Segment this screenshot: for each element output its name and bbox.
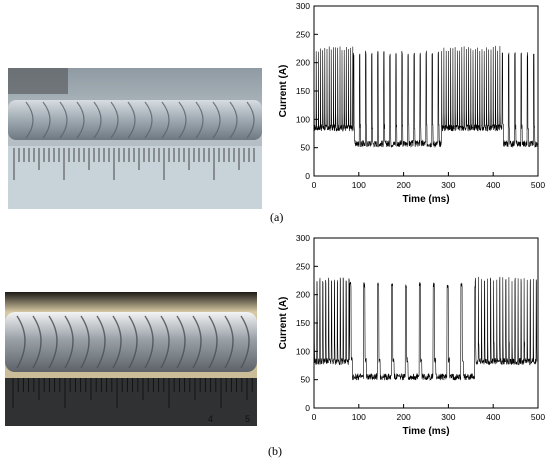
panel-label-a: (a) — [270, 210, 284, 224]
panel-label-b: (b) — [268, 444, 282, 458]
y-tick-label: 0 — [305, 403, 310, 413]
x-tick-label: 300 — [441, 412, 455, 422]
current-chart-b: 0 100 200 300 400 500 0 50 100 150 200 250 300 Time (… — [262, 232, 550, 447]
y-axis-label: Current (A) — [278, 297, 289, 350]
x-tick-label: 500 — [531, 412, 545, 422]
weld-ripple — [176, 315, 186, 369]
x-tick-label: 300 — [441, 180, 455, 190]
weld-ripple — [76, 101, 85, 139]
weld-ripple — [127, 101, 136, 139]
y-tick-label: 250 — [296, 261, 310, 271]
weld-ripple — [178, 101, 187, 139]
weld-ripple — [59, 101, 68, 139]
y-tick-label: 200 — [296, 58, 310, 68]
chart-a-svg: 0 100 200 300 400 500 0 50 100 150 200 250 300 Time (… — [278, 1, 545, 205]
chart-b-svg: 0 100 200 300 400 500 0 50 100 150 200 250 300 Time (… — [278, 233, 545, 437]
weld-ripple — [161, 101, 170, 139]
x-tick-label: 100 — [352, 180, 366, 190]
weld-ripple — [212, 101, 221, 139]
x-tick-label: 400 — [486, 180, 500, 190]
y-tick-label: 200 — [296, 290, 310, 300]
weld-ripple — [42, 101, 51, 139]
weld-ripple — [246, 101, 255, 139]
y-tick-label: 100 — [296, 346, 310, 356]
y-tick-label: 100 — [296, 114, 310, 124]
weld-ripple — [144, 315, 154, 369]
current-chart-a: 0 100 200 300 400 500 0 50 100 150 200 250 300 Time (… — [262, 0, 550, 215]
x-tick-label: 400 — [486, 412, 500, 422]
weld-ripple — [32, 315, 42, 369]
y-axis-label: Current (A) — [278, 65, 289, 118]
x-tick-label: 0 — [312, 412, 317, 422]
ruler-digit: 5 — [245, 414, 250, 424]
y-tick-label: 0 — [305, 171, 310, 181]
current-series-line — [313, 45, 539, 149]
weld-ripple — [240, 315, 250, 369]
x-tick-label: 100 — [352, 412, 366, 422]
y-tick-label: 150 — [296, 86, 310, 96]
weld-ripple — [160, 315, 170, 369]
weld-photo-b: 4 5 — [5, 292, 257, 426]
weld-ripple — [80, 315, 90, 369]
x-tick-label: 200 — [397, 412, 411, 422]
plot-frame — [313, 237, 539, 409]
y-tick-label: 300 — [296, 233, 310, 243]
weld-ripple — [229, 101, 238, 139]
x-tick-label: 500 — [531, 180, 545, 190]
weld-photo-a — [8, 68, 262, 209]
weld-ripple — [128, 315, 138, 369]
weld-ripple — [110, 101, 119, 139]
weld-ripple — [16, 315, 26, 369]
weld-ripple — [25, 101, 34, 139]
weld-ripple — [208, 315, 218, 369]
weld-ripple — [64, 315, 74, 369]
x-axis-label: Time (ms) — [402, 426, 449, 437]
weld-ripple — [96, 315, 106, 369]
weld-ripple — [195, 101, 204, 139]
y-tick-label: 150 — [296, 318, 310, 328]
weld-ripple — [224, 315, 234, 369]
weld-ripple — [112, 315, 122, 369]
weld-ripple — [144, 101, 153, 139]
y-tick-label: 50 — [301, 375, 311, 385]
weld-ripple — [93, 101, 102, 139]
x-axis-label: Time (ms) — [402, 194, 449, 205]
x-tick-label: 200 — [397, 180, 411, 190]
current-series-line — [313, 276, 538, 381]
y-tick-label: 300 — [296, 1, 310, 11]
x-tick-label: 0 — [312, 180, 317, 190]
y-tick-label: 50 — [301, 143, 311, 153]
weld-ripple — [192, 315, 202, 369]
y-tick-label: 250 — [296, 29, 310, 39]
weld-ripple — [48, 315, 58, 369]
ruler-digit: 4 — [208, 414, 213, 424]
